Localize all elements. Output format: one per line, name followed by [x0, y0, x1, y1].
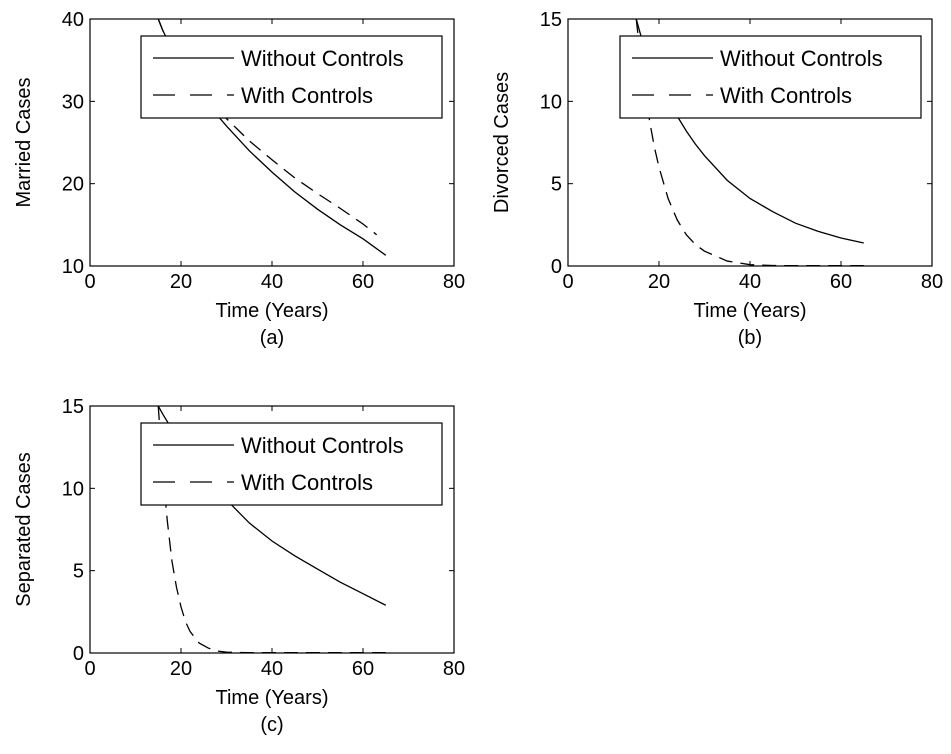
legend-label: With Controls [720, 83, 852, 108]
x-axis-label: Time (Years) [694, 300, 807, 322]
series-line-with-controls [157, 19, 378, 236]
legend-label: With Controls [241, 83, 373, 108]
legend-label: Without Controls [241, 46, 404, 71]
x-tick-label: 20 [648, 271, 670, 293]
legend-label: With Controls [241, 470, 373, 495]
y-axis-label: Separated Cases [13, 452, 35, 607]
legend-box [140, 422, 443, 506]
x-tick-label: 80 [443, 658, 465, 680]
legend: Without Controls With Controls [619, 35, 922, 119]
chart-panel-a: 0 20 40 60 80 10 20 30 40 Time (Years) (a) Married … [13, 9, 465, 349]
y-tick-label: 10 [540, 91, 562, 113]
x-axis-label: Time (Years) [216, 687, 329, 709]
legend: Without Controls With Controls [140, 422, 443, 506]
y-tick-label: 15 [62, 396, 84, 418]
panel-caption: (c) [260, 714, 283, 736]
legend-label: Without Controls [720, 46, 883, 71]
y-tick-label: 15 [540, 9, 562, 31]
y-tick-label: 10 [62, 256, 84, 278]
y-axis-label: Divorced Cases [491, 72, 513, 213]
legend-label: Without Controls [241, 433, 404, 458]
y-tick-label: 20 [62, 174, 84, 196]
y-tick-label: 5 [73, 561, 84, 583]
legend: Without Controls With Controls [140, 35, 443, 119]
x-tick-label: 60 [352, 271, 374, 293]
y-tick-label: 30 [62, 91, 84, 113]
x-tick-label: 20 [170, 658, 192, 680]
panel-caption: (a) [260, 327, 284, 349]
x-tick-label: 40 [261, 658, 283, 680]
panel-caption: (b) [738, 327, 762, 349]
x-tick-label: 40 [261, 271, 283, 293]
x-tick-label: 0 [562, 271, 573, 293]
x-tick-label: 80 [921, 271, 943, 293]
legend-box [140, 35, 443, 119]
y-axis-label: Married Cases [13, 77, 35, 207]
y-tick-label: 10 [62, 478, 84, 500]
y-tick-label: 5 [551, 174, 562, 196]
chart-panel-c: 0 20 40 60 80 0 5 10 15 Time (Years) (c) Separated … [13, 396, 465, 736]
x-tick-label: 80 [443, 271, 465, 293]
x-axis-label: Time (Years) [216, 300, 329, 322]
x-tick-label: 60 [830, 271, 852, 293]
y-tick-label: 0 [73, 643, 84, 665]
x-tick-label: 40 [739, 271, 761, 293]
x-tick-label: 60 [352, 658, 374, 680]
x-tick-label: 0 [84, 658, 95, 680]
y-tick-label: 0 [551, 256, 562, 278]
x-tick-label: 0 [84, 271, 95, 293]
legend-box [619, 35, 922, 119]
chart-panel-b: 0 20 40 60 80 0 5 10 15 Time (Years) (b) Divorced C… [491, 9, 943, 349]
x-tick-label: 20 [170, 271, 192, 293]
y-tick-label: 40 [62, 9, 84, 31]
